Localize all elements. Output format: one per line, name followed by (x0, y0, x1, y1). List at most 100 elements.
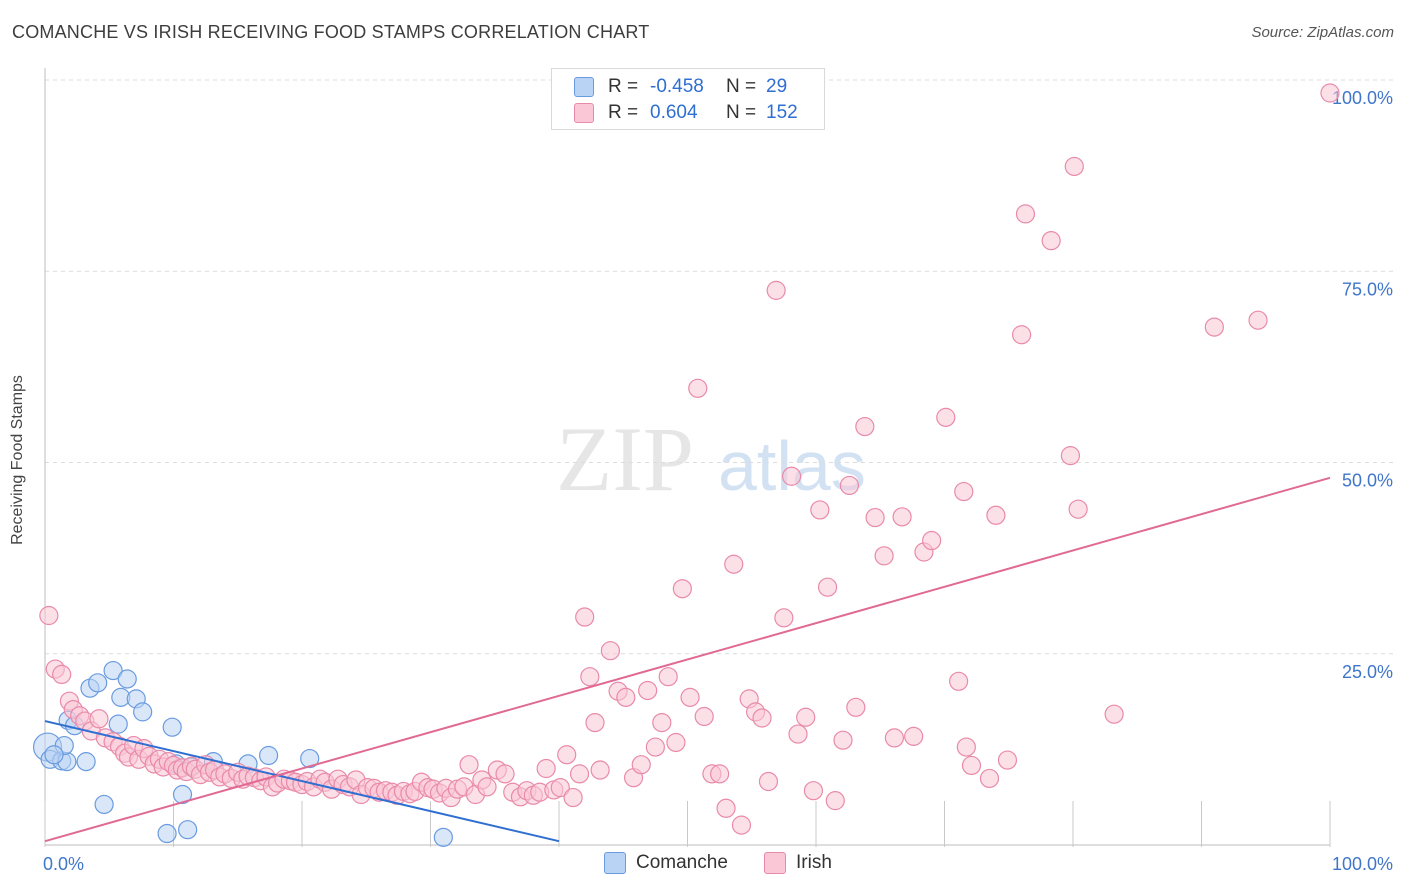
point-irish (884, 728, 904, 748)
point-irish (833, 730, 853, 750)
point-irish (652, 712, 672, 733)
point-irish (731, 815, 752, 835)
series-swatch-irish (764, 852, 786, 874)
point-irish (557, 745, 577, 765)
point-irish (855, 416, 875, 437)
point-irish (616, 687, 636, 707)
point-irish (774, 608, 794, 628)
point-comanche (172, 784, 193, 805)
point-irish (710, 764, 730, 784)
trend-line-irish (44, 476, 1331, 843)
point-irish (810, 500, 830, 520)
point-irish (52, 664, 72, 685)
axes (44, 68, 1331, 847)
point-comanche (133, 702, 153, 722)
correlation-legend: R = -0.458 N = 29 R = 0.604 N = 152 (551, 68, 825, 130)
point-irish (631, 755, 651, 775)
point-irish (986, 505, 1006, 525)
legend-n-value: 152 (766, 102, 798, 123)
point-irish (495, 764, 515, 784)
point-irish (1064, 156, 1084, 177)
point-irish (904, 726, 924, 746)
point-irish (1248, 310, 1268, 330)
watermark-atlas: atlas (718, 427, 866, 505)
point-irish (979, 768, 1000, 789)
point-irish (1104, 704, 1124, 724)
point-irish (796, 707, 816, 727)
series-swatch-comanche (604, 852, 626, 874)
y-tick-label: 100.0% (1332, 88, 1393, 108)
series-legend-comanche: Comanche (604, 852, 728, 874)
legend-n-label: N = (726, 102, 757, 123)
series-legend: Comanche Irish (0, 852, 1406, 878)
watermark: ZIP atlas (556, 408, 866, 510)
point-irish (1068, 499, 1088, 519)
point-irish (817, 577, 838, 597)
x-tick-labels: 0.0% 100.0% (43, 854, 1393, 874)
point-irish (752, 708, 772, 728)
point-comanche (258, 745, 279, 766)
point-irish (766, 280, 786, 300)
point-irish (563, 787, 583, 808)
source-label: Source: ZipAtlas.com (1251, 24, 1394, 41)
point-irish (803, 781, 824, 801)
legend-r-value: 0.604 (650, 102, 698, 123)
point-irish (922, 530, 942, 551)
point-irish (1041, 231, 1061, 251)
legend-r-label: R = (608, 76, 639, 97)
point-irish (956, 737, 976, 757)
point-irish (846, 697, 866, 717)
point-irish (954, 481, 974, 502)
point-irish (569, 764, 590, 784)
point-irish (1204, 317, 1224, 337)
point-comanche (108, 714, 128, 734)
x-tick-label: 100.0% (1332, 854, 1393, 874)
point-irish (580, 667, 600, 687)
point-irish (949, 671, 969, 691)
series-label-comanche: Comanche (636, 852, 728, 873)
watermark-zip: ZIP (556, 408, 694, 510)
point-irish (997, 750, 1018, 770)
point-irish (89, 709, 109, 729)
point-irish (936, 407, 956, 427)
legend-swatch-irish (574, 103, 594, 123)
point-irish (1060, 446, 1081, 466)
legend-row-comanche: R = -0.458 N = 29 (574, 75, 806, 99)
point-irish (477, 777, 497, 797)
point-irish (585, 712, 605, 733)
point-comanche (117, 669, 137, 689)
point-comanche (178, 820, 198, 840)
point-comanche (103, 660, 123, 681)
point-irish (694, 706, 714, 727)
point-irish (1320, 83, 1340, 103)
point-comanche (300, 748, 320, 769)
trend-line-comanche (44, 720, 560, 843)
point-irish (724, 554, 744, 574)
point-irish (781, 466, 802, 486)
point-irish (550, 778, 570, 798)
point-irish (459, 755, 479, 775)
y-tick-label: 75.0% (1342, 279, 1393, 299)
legend-r-value: -0.458 (650, 76, 704, 97)
point-irish (758, 771, 779, 792)
legend-r-label: R = (608, 102, 639, 123)
chart-title: COMANCHE VS IRISH RECEIVING FOOD STAMPS … (12, 22, 650, 42)
series-label-irish: Irish (796, 852, 832, 873)
point-irish (688, 378, 708, 398)
point-irish (39, 605, 59, 626)
point-irish (600, 641, 621, 661)
point-irish (865, 507, 885, 528)
point-comanche (76, 752, 96, 772)
point-irish (874, 546, 894, 566)
point-irish (645, 737, 665, 757)
point-irish (788, 724, 808, 744)
y-tick-label: 50.0% (1342, 471, 1393, 491)
point-irish (892, 507, 912, 527)
point-irish (658, 667, 678, 687)
point-comanche (433, 827, 453, 847)
point-irish (839, 475, 860, 496)
point-comanche (88, 673, 108, 693)
legend-swatch-comanche (574, 77, 594, 97)
point-irish (961, 755, 982, 776)
